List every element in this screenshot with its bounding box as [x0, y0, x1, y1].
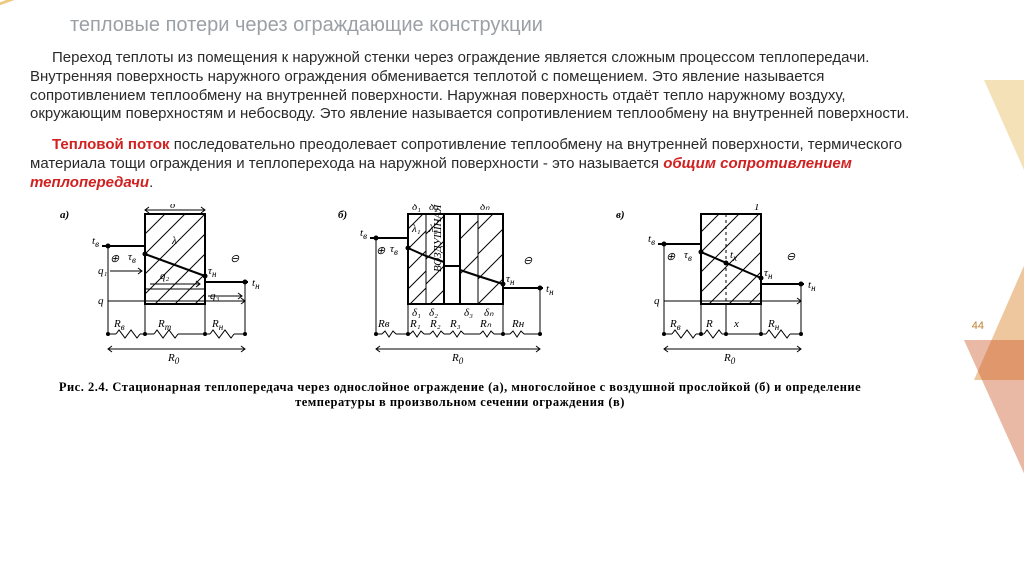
svg-text:Rн: Rн [767, 318, 780, 332]
term-heat-flow: Тепловой поток [52, 136, 170, 153]
panel-label-a: а) [60, 209, 69, 221]
svg-text:q₁: q₁ [98, 265, 108, 277]
page-number: 44 [972, 320, 984, 332]
svg-text:Rв: Rв [377, 318, 390, 330]
slide-content: тепловые потери через ограждающие констр… [0, 0, 1024, 420]
svg-text:tв: tв [360, 227, 367, 241]
svg-text:Rв: Rв [113, 318, 125, 332]
figure-caption: Рис. 2.4. Стационарная теплопередача чер… [30, 380, 890, 410]
svg-text:R: R [705, 318, 713, 330]
svg-text:q: q [98, 295, 104, 307]
svg-text:R0: R0 [723, 352, 736, 366]
svg-text:⊖: ⊖ [230, 253, 240, 265]
page-title: тепловые потери через ограждающие констр… [70, 14, 934, 37]
svg-text:R₂: R₂ [429, 318, 441, 330]
svg-text:q: q [654, 295, 660, 307]
svg-text:⊖: ⊖ [786, 251, 796, 263]
svg-text:⊕: ⊕ [666, 251, 676, 263]
svg-text:tн: tн [808, 279, 816, 293]
paragraph-1: Переход теплоты из помещения к наружной … [30, 49, 934, 124]
panel-label-v: в) [616, 209, 625, 221]
figure: а) δ λ tв [30, 204, 890, 410]
figure-panel-a: а) δ λ tв [50, 204, 300, 374]
resistor-row-a [108, 330, 245, 338]
svg-text:x: x [733, 318, 739, 330]
figure-panel-v: в) 1 tв ⊕ τв [606, 204, 856, 374]
svg-text:tн: tн [252, 277, 260, 291]
svg-text:R₁: R₁ [409, 318, 421, 330]
svg-text:Rв: Rв [669, 318, 681, 332]
svg-text:Rт: Rт [157, 318, 172, 332]
svg-text:⊖: ⊖ [523, 255, 533, 267]
svg-text:tв: tв [92, 235, 99, 249]
svg-text:τв: τв [390, 243, 398, 257]
svg-text:δ₁: δ₁ [412, 204, 421, 213]
svg-text:τн: τн [208, 265, 217, 279]
svg-text:⊕: ⊕ [110, 253, 120, 265]
svg-text:τн: τн [506, 273, 515, 287]
svg-text:δₙ: δₙ [480, 204, 490, 213]
svg-text:δ₂: δ₂ [429, 204, 438, 213]
svg-text:tв: tв [648, 233, 655, 247]
svg-text:λ₁: λ₁ [411, 223, 421, 235]
svg-text:Rₙ: Rₙ [479, 318, 492, 330]
svg-text:R0: R0 [451, 352, 464, 366]
svg-text:Rн: Rн [511, 318, 525, 330]
figure-panel-b: б) [328, 204, 578, 374]
svg-text:⊕: ⊕ [376, 245, 386, 257]
svg-text:λ: λ [171, 235, 177, 247]
svg-text:δ: δ [170, 204, 176, 211]
paragraph-2: Тепловой поток последовательно преодолев… [30, 136, 934, 192]
svg-text:q₂: q₂ [160, 270, 170, 282]
panel-label-b: б) [338, 209, 347, 221]
svg-text:R0: R0 [167, 352, 180, 366]
svg-text:τв: τв [128, 251, 136, 265]
svg-text:τв: τв [684, 249, 692, 263]
svg-text:tx: tx [730, 249, 737, 263]
svg-text:R₃: R₃ [449, 318, 461, 330]
svg-text:τн: τн [764, 267, 773, 281]
svg-text:δ₃: δ₃ [464, 307, 473, 319]
svg-text:Rн: Rн [211, 318, 224, 332]
svg-text:tн: tн [546, 283, 554, 297]
paragraph-2-end: . [149, 174, 153, 191]
svg-text:λ₂: λ₂ [428, 223, 438, 235]
svg-text:1: 1 [754, 204, 760, 213]
